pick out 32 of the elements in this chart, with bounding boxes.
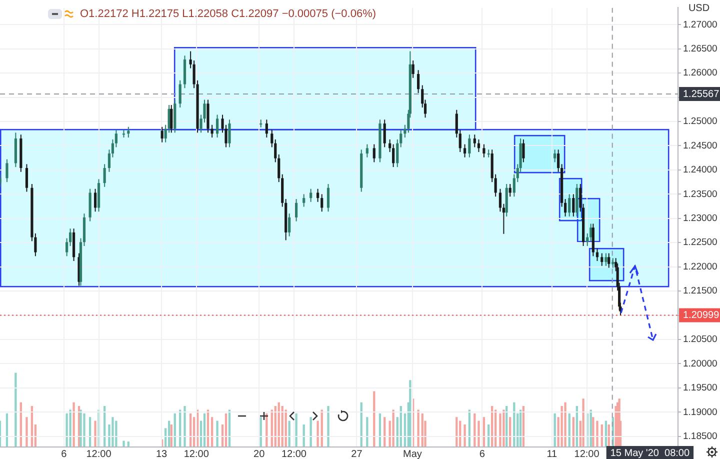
y-tick-label: 1.20500 — [683, 334, 718, 346]
x-tick-label: 12:00 — [574, 448, 600, 459]
x-tick-label: 27 — [351, 448, 363, 459]
y-tick-label: 1.22000 — [683, 261, 718, 272]
y-tick-label: 1.21500 — [683, 286, 718, 297]
ref-line-label: 1.25567 — [683, 88, 720, 100]
y-axis-title: USD — [688, 2, 710, 14]
x-tick-label: 12:00 — [86, 448, 112, 459]
y-tick-label: 1.23000 — [683, 213, 718, 224]
y-tick-label: 1.26500 — [683, 43, 718, 54]
x-tick-label: May — [403, 448, 422, 459]
chart-subtitle: O1.22172 H1.22175 L1.22058 C1.22097 −0.00075 (−0.06%) — [80, 8, 376, 20]
y-tick-label: 1.26000 — [683, 68, 718, 79]
x-tick-label: 13 — [156, 448, 168, 459]
x-tick-label: 12:00 — [184, 448, 210, 459]
x-tick-label: 20 — [254, 448, 266, 459]
x-tick-label: 6 — [479, 448, 486, 459]
y-tick-label: 1.25000 — [683, 116, 718, 128]
ref-line-label: 15 May '20 08:00 — [610, 448, 690, 459]
x-tick-label: 11 — [546, 448, 558, 459]
y-tick-label: 1.24500 — [683, 140, 718, 152]
y-tick-label: 1.24000 — [683, 164, 718, 176]
x-tick-label: 12:00 — [281, 448, 307, 459]
x-tick-label: 6 — [61, 448, 68, 459]
y-tick-label: 1.18500 — [683, 430, 718, 442]
ref-line-label: 1.20999 — [683, 310, 720, 322]
y-tick-label: 1.19000 — [683, 406, 718, 418]
y-tick-label: 1.22500 — [683, 237, 718, 248]
y-tick-label: 1.19500 — [683, 382, 718, 394]
y-tick-label: 1.23500 — [683, 188, 718, 200]
y-tick-label: 1.27000 — [683, 19, 718, 30]
y-tick-label: 1.20000 — [683, 358, 718, 370]
